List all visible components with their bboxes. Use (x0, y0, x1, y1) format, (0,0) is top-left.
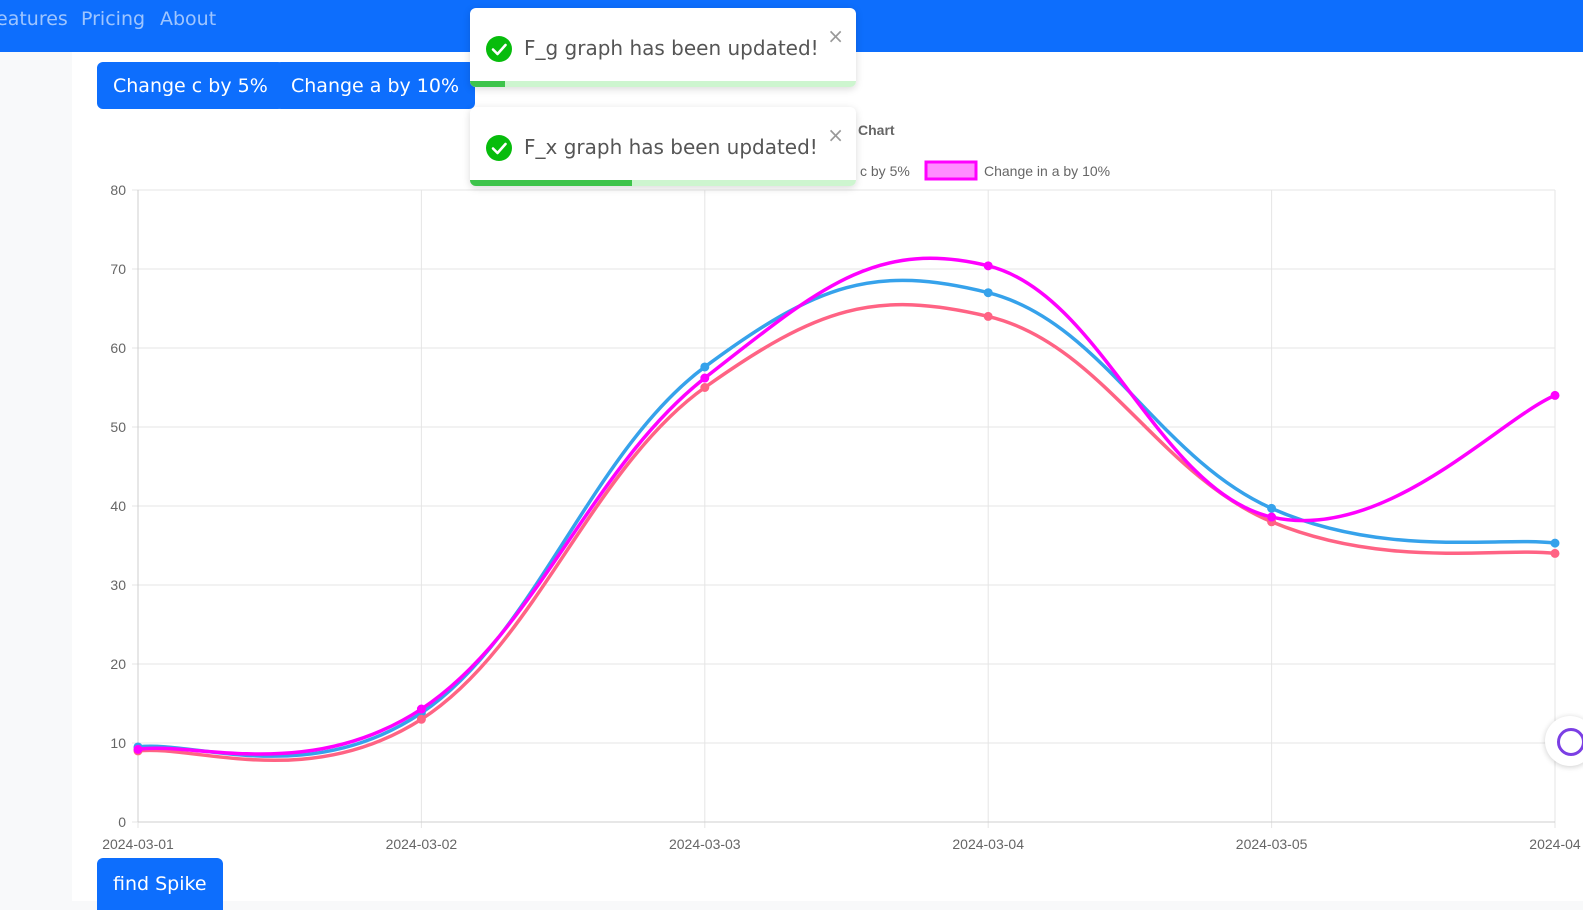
data-point (1267, 503, 1277, 513)
check-circle-icon (486, 135, 512, 161)
series-line (137, 278, 1556, 758)
data-point (1550, 548, 1560, 558)
y-tick-label: 80 (110, 182, 126, 198)
legend-label: c by 5% (860, 163, 910, 179)
data-point (700, 373, 710, 383)
y-tick-label: 60 (110, 340, 126, 356)
nav-link-features[interactable]: eatures (0, 8, 68, 30)
y-tick-label: 30 (110, 577, 126, 593)
change-c-button[interactable]: Change c by 5% (97, 62, 284, 109)
change-a-button[interactable]: Change a by 10% (275, 62, 476, 109)
data-point (700, 383, 710, 392)
data-point (133, 744, 143, 754)
data-point (983, 311, 993, 321)
x-tick-label: 2024-03-05 (1236, 836, 1308, 852)
x-tick-label: 2024-03-04 (952, 836, 1024, 852)
legend-label: Change in a by 10% (984, 163, 1110, 179)
chart-title: Chart (858, 122, 895, 138)
data-point (416, 704, 426, 714)
data-point (1267, 512, 1277, 522)
data-point (700, 362, 710, 372)
data-point (1550, 390, 1560, 400)
toast-message: F_x graph has been updated! (524, 135, 818, 159)
close-icon[interactable]: × (827, 24, 844, 48)
data-point (983, 261, 993, 271)
assistant-widget-ring (1557, 728, 1583, 756)
toast-progress-bar (470, 81, 505, 87)
y-tick-label: 50 (110, 419, 126, 435)
x-tick-label: 2024-03-02 (386, 836, 458, 852)
toast-fx-updated: F_x graph has been updated! × (470, 107, 856, 186)
y-tick-label: 0 (118, 814, 126, 830)
nav-link-about[interactable]: About (160, 8, 217, 30)
series-line (137, 256, 1556, 756)
x-tick-label: 2024-03-01 (102, 836, 174, 852)
data-point (983, 288, 993, 298)
toast-fg-updated: F_g graph has been updated! × (470, 8, 856, 87)
main-content (72, 52, 1583, 901)
data-point (416, 714, 426, 724)
toast-progress-track (470, 180, 856, 186)
x-tick-label: 2024-03-03 (669, 836, 741, 852)
y-tick-label: 10 (110, 735, 126, 751)
toast-progress-bar (470, 180, 633, 186)
series-line (137, 302, 1556, 763)
x-tick-label: 2024-04 (1529, 836, 1581, 852)
y-tick-label: 20 (110, 656, 126, 672)
legend-swatch (924, 160, 978, 181)
y-tick-label: 70 (110, 261, 126, 277)
close-icon[interactable]: × (827, 123, 844, 147)
nav-link-pricing[interactable]: Pricing (81, 8, 146, 30)
check-circle-icon (486, 36, 512, 62)
y-tick-label: 40 (110, 498, 126, 514)
assistant-widget-icon[interactable] (1545, 716, 1583, 766)
toast-progress-track (470, 81, 856, 87)
toast-message: F_g graph has been updated! (524, 36, 819, 60)
data-point (1550, 538, 1560, 548)
